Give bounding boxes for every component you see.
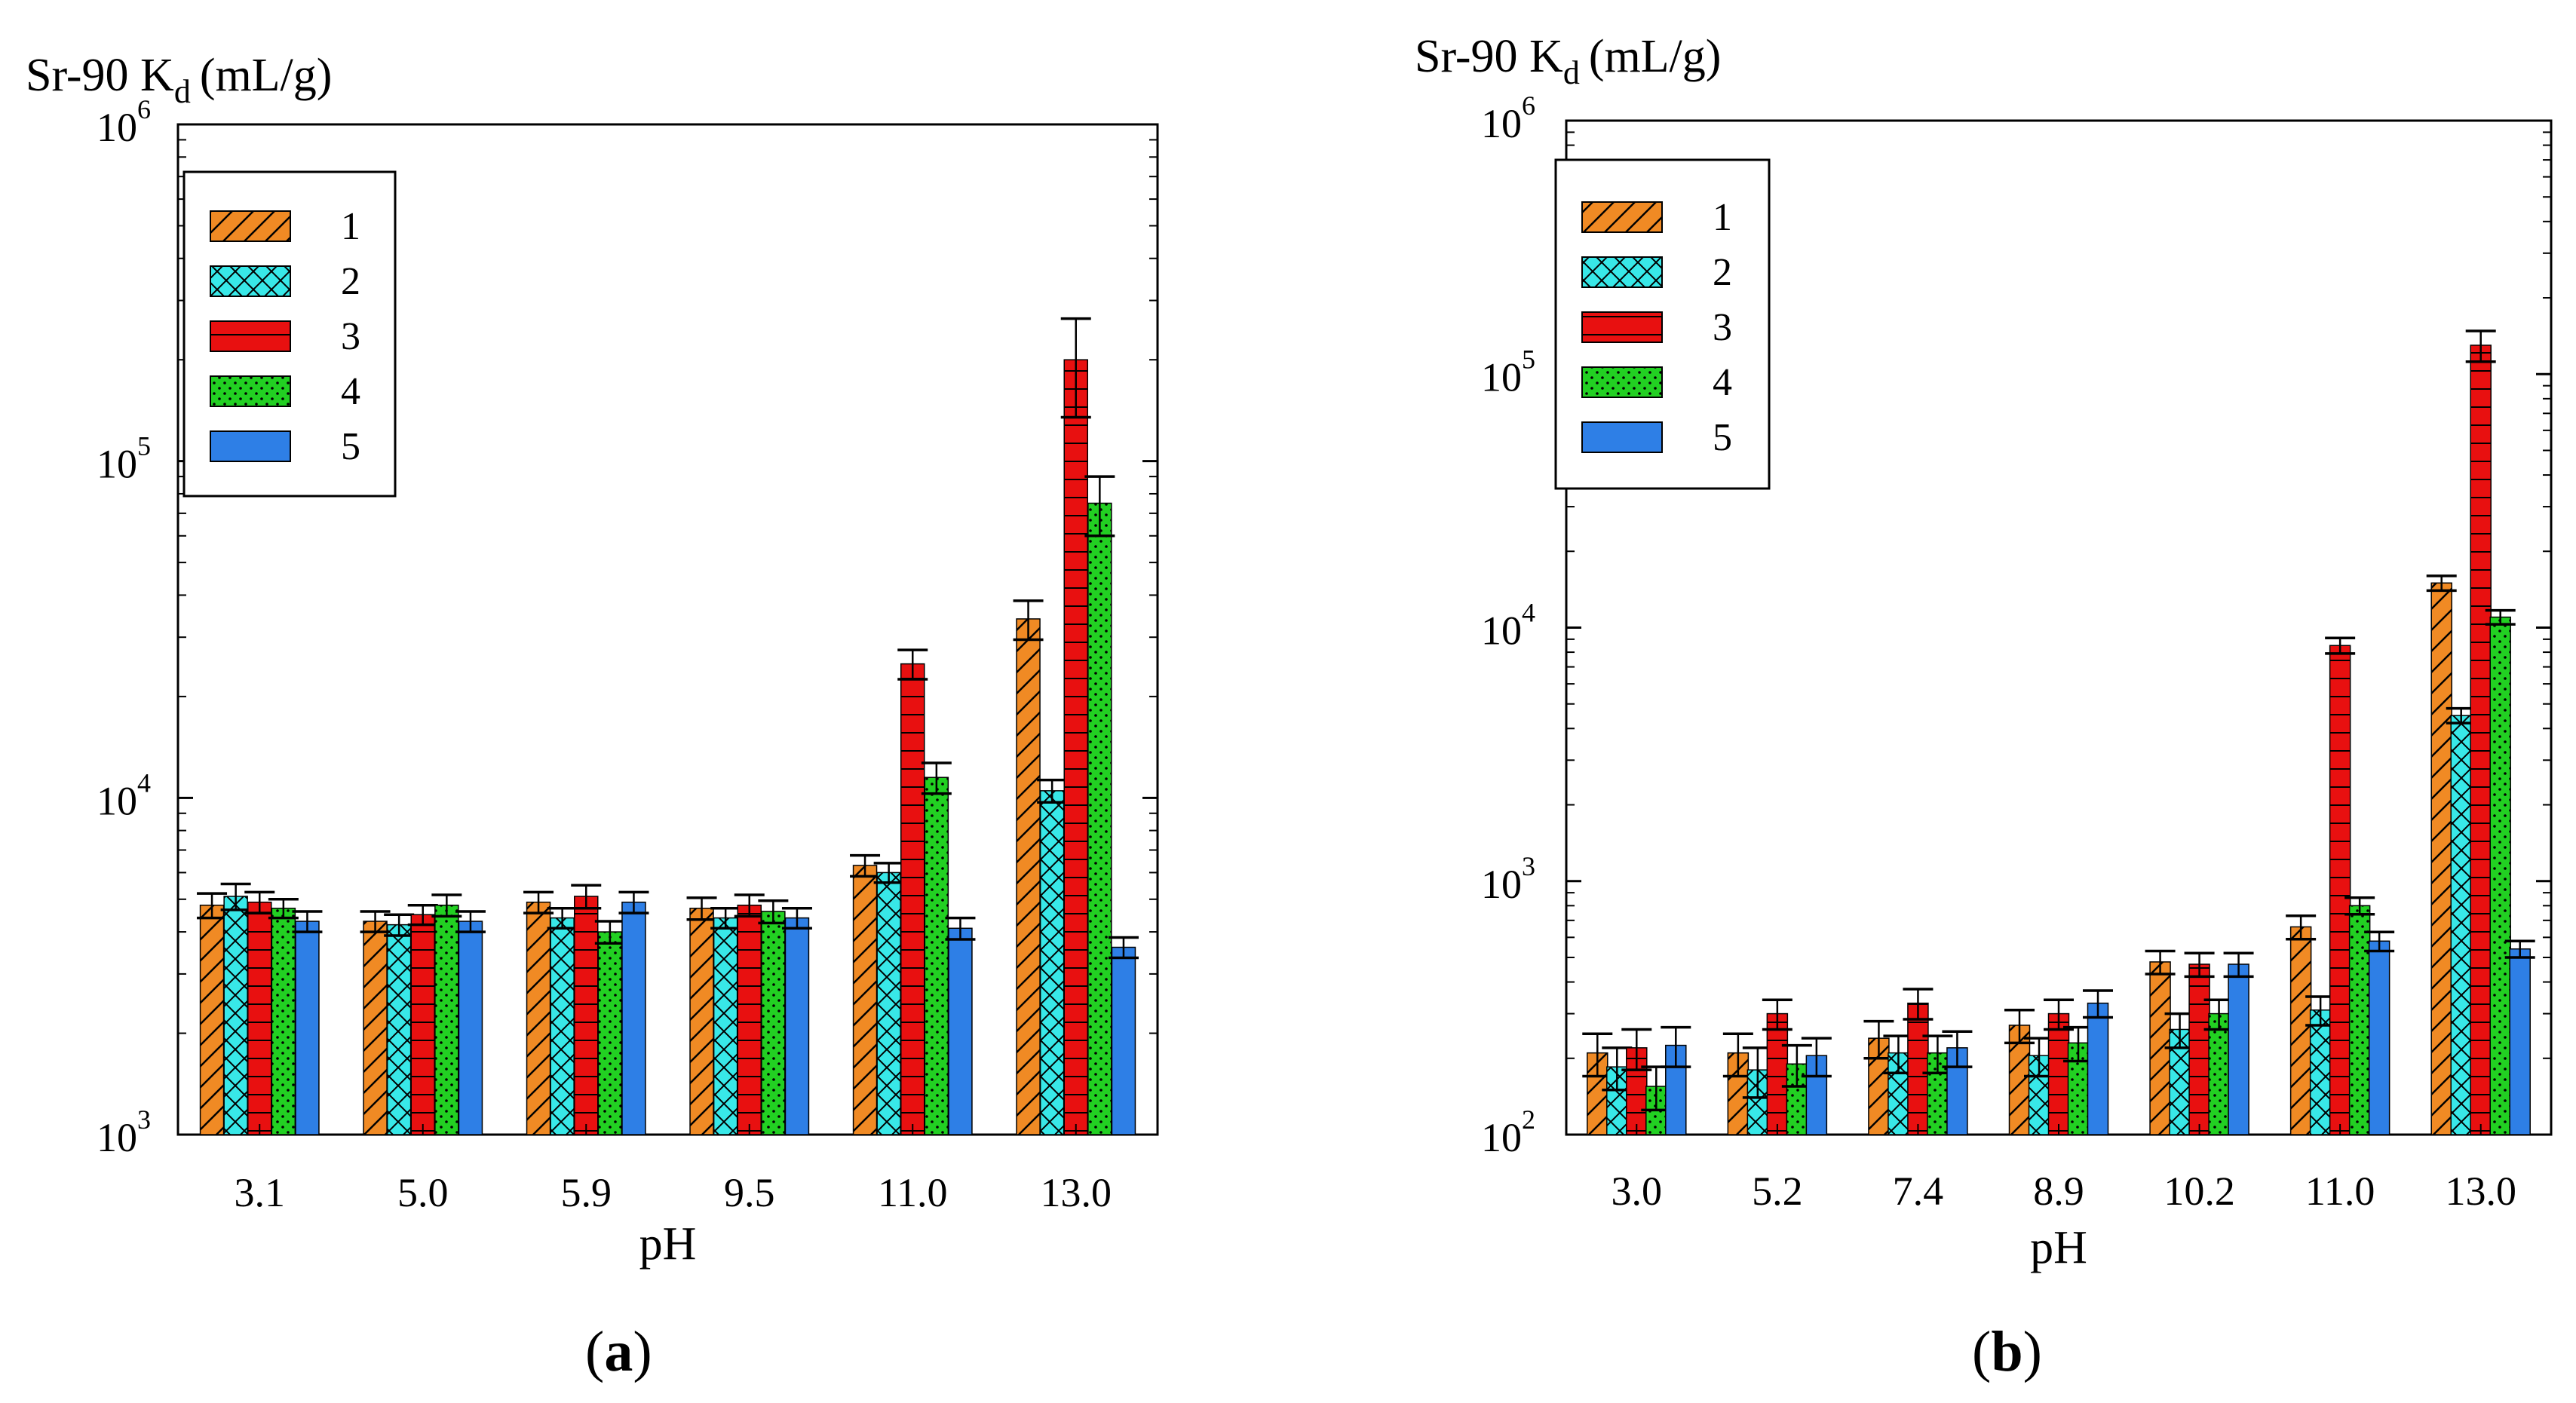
legend-label-5: 5 bbox=[1713, 416, 1732, 459]
x-tick-label: 3.1 bbox=[235, 1170, 286, 1215]
x-tick-label: 11.0 bbox=[878, 1170, 948, 1215]
y-tick-label: 106 bbox=[1481, 90, 1535, 146]
x-tick-label: 7.4 bbox=[1893, 1169, 1944, 1214]
bar-s3-13.0 bbox=[1063, 359, 1088, 1135]
bar-s3-11.0 bbox=[2329, 645, 2351, 1135]
y-tick-label: 104 bbox=[1481, 598, 1535, 654]
bar-s2-5.9 bbox=[550, 917, 575, 1135]
bar-s2-11.0 bbox=[876, 872, 901, 1135]
bar-s2-13.0 bbox=[1039, 790, 1065, 1135]
x-tick-label: 8.9 bbox=[2033, 1169, 2084, 1214]
bar-s4-13.0 bbox=[1087, 502, 1112, 1135]
bar-s3-7.4 bbox=[1907, 1002, 1929, 1135]
bar-s1-11.0 bbox=[852, 865, 878, 1135]
x-tick-label: 13.0 bbox=[2445, 1169, 2516, 1214]
bar-s4-9.5 bbox=[761, 911, 786, 1135]
y-tick-label: 105 bbox=[97, 431, 151, 487]
bar-s4-5.0 bbox=[434, 904, 459, 1135]
x-axis-title: pH bbox=[2030, 1222, 2087, 1273]
legend-label-2: 2 bbox=[341, 260, 360, 303]
legend-swatch-5 bbox=[210, 430, 291, 462]
bar-s2-3.1 bbox=[223, 896, 248, 1135]
x-tick-label: 5.9 bbox=[561, 1170, 612, 1215]
plot-frame bbox=[176, 123, 1159, 1136]
legend-swatch-4 bbox=[210, 375, 291, 407]
legend-swatch-3 bbox=[1581, 311, 1663, 343]
y-tick-label: 106 bbox=[97, 94, 151, 150]
panel-a-label: (a) bbox=[585, 1320, 652, 1383]
bar-s1-5.0 bbox=[363, 921, 388, 1135]
legend-swatch-1 bbox=[1581, 201, 1663, 233]
bar-s2-13.0 bbox=[2450, 715, 2472, 1135]
x-tick-label: 5.2 bbox=[1752, 1169, 1803, 1214]
bar-s2-11.0 bbox=[2309, 1009, 2332, 1135]
x-axis-title: pH bbox=[639, 1218, 697, 1270]
bar-s1-3.1 bbox=[199, 904, 225, 1135]
legend-swatch-2 bbox=[1581, 256, 1663, 288]
bar-s4-10.2 bbox=[2208, 1012, 2230, 1135]
legend-label-4: 4 bbox=[341, 370, 360, 413]
x-tick-label: 10.2 bbox=[2164, 1169, 2235, 1214]
bar-s3-9.5 bbox=[737, 904, 762, 1135]
y-tick-label: 102 bbox=[1481, 1104, 1535, 1160]
y-tick-label: 104 bbox=[97, 767, 151, 823]
bar-s1-11.0 bbox=[2289, 926, 2312, 1135]
bar-s1-13.0 bbox=[2430, 582, 2452, 1135]
legend-label-5: 5 bbox=[341, 425, 360, 468]
y-tick-label: 103 bbox=[1481, 851, 1535, 907]
bar-s3-11.0 bbox=[900, 663, 925, 1135]
bar-s3-5.2 bbox=[1766, 1012, 1789, 1135]
x-tick-label: 3.0 bbox=[1612, 1169, 1663, 1214]
bar-s5-13.0 bbox=[1111, 946, 1136, 1135]
bar-s4-5.9 bbox=[597, 931, 623, 1135]
y-tick-label: 105 bbox=[1481, 344, 1535, 400]
legend-label-1: 1 bbox=[1713, 196, 1732, 239]
bar-s4-11.0 bbox=[924, 777, 949, 1135]
bar-s3-8.9 bbox=[2047, 1012, 2070, 1135]
bar-s1-5.9 bbox=[526, 901, 551, 1135]
legend-swatch-3 bbox=[210, 320, 291, 352]
bar-s5-13.0 bbox=[2509, 948, 2531, 1135]
bar-s2-5.0 bbox=[386, 924, 412, 1135]
y-axis-title: Sr-90 Kd (mL/g) bbox=[26, 50, 332, 110]
legend-label-4: 4 bbox=[1713, 361, 1732, 404]
x-tick-label: 13.0 bbox=[1041, 1170, 1112, 1215]
bar-s5-9.5 bbox=[784, 917, 810, 1135]
bar-s5-3.1 bbox=[295, 921, 320, 1135]
bar-s4-11.0 bbox=[2348, 905, 2371, 1135]
bar-s3-13.0 bbox=[2470, 345, 2492, 1135]
bar-s3-3.1 bbox=[247, 901, 272, 1135]
bar-s5-11.0 bbox=[2368, 940, 2390, 1135]
bar-s5-10.2 bbox=[2228, 963, 2249, 1135]
bar-s3-5.9 bbox=[574, 896, 599, 1135]
x-tick-label: 11.0 bbox=[2305, 1169, 2375, 1214]
bar-s5-11.0 bbox=[948, 927, 973, 1135]
bar-s3-10.2 bbox=[2188, 963, 2210, 1135]
x-tick-label: 9.5 bbox=[724, 1170, 775, 1215]
x-tick-label: 5.0 bbox=[397, 1170, 449, 1215]
panel-b-label: (b) bbox=[1972, 1320, 2042, 1383]
bar-s1-9.5 bbox=[689, 908, 714, 1135]
bar-s4-3.1 bbox=[271, 908, 296, 1135]
bar-s5-5.9 bbox=[621, 901, 646, 1135]
y-tick-label: 103 bbox=[97, 1104, 151, 1160]
bar-s4-13.0 bbox=[2489, 616, 2511, 1135]
bar-s3-5.0 bbox=[410, 914, 435, 1135]
bar-s1-13.0 bbox=[1016, 618, 1041, 1135]
legend-label-2: 2 bbox=[1713, 251, 1732, 294]
legend-swatch-2 bbox=[210, 265, 291, 297]
bar-s2-9.5 bbox=[713, 917, 738, 1135]
legend-label-3: 3 bbox=[341, 315, 360, 358]
bar-s5-5.0 bbox=[458, 921, 483, 1135]
bar-s5-8.9 bbox=[2087, 1002, 2109, 1135]
panel-b: Sr-90 Kd (mL/g) 102 103 104 105 106 3.0 5.2 7.4 8.… bbox=[1415, 31, 2553, 1273]
y-axis-title: Sr-90 Kd (mL/g) bbox=[1415, 31, 1721, 91]
legend-swatch-4 bbox=[1581, 366, 1663, 398]
legend-swatch-1 bbox=[210, 210, 291, 242]
legend-label-3: 3 bbox=[1713, 306, 1732, 349]
legend-swatch-5 bbox=[1581, 421, 1663, 453]
legend-label-1: 1 bbox=[341, 205, 360, 248]
